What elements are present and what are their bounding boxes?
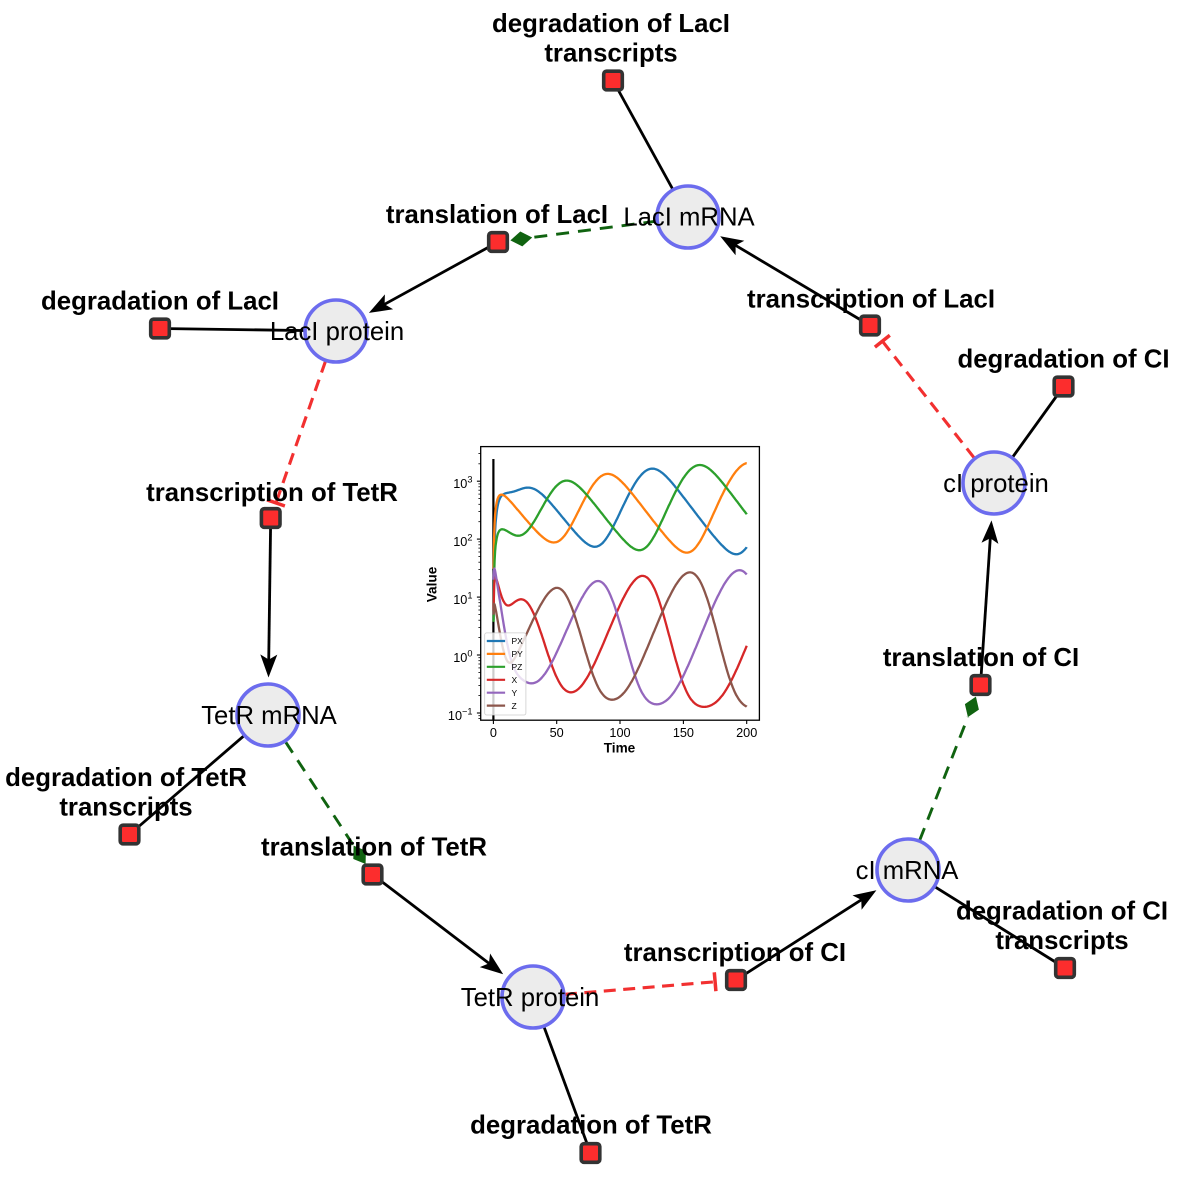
- svg-text:Z: Z: [512, 701, 517, 711]
- svg-text:PY: PY: [512, 649, 524, 659]
- svg-text:PZ: PZ: [512, 662, 523, 672]
- svg-text:cI mRNA: cI mRNA: [856, 857, 960, 885]
- svg-text:degradation of CI: degradation of CI: [956, 898, 1168, 926]
- svg-text:degradation of TetR: degradation of TetR: [470, 1112, 712, 1140]
- svg-text:TetR mRNA: TetR mRNA: [201, 702, 337, 730]
- svg-text:200: 200: [736, 726, 757, 740]
- svg-text:degradation of TetR: degradation of TetR: [5, 764, 247, 792]
- svg-text:transcripts: transcripts: [544, 40, 677, 68]
- svg-text:0: 0: [490, 726, 497, 740]
- svg-text:transcripts: transcripts: [995, 927, 1128, 955]
- svg-text:degradation of LacI: degradation of LacI: [492, 10, 730, 38]
- svg-text:LacI protein: LacI protein: [270, 318, 404, 346]
- svg-text:Time: Time: [604, 741, 636, 756]
- svg-text:degradation of CI: degradation of CI: [957, 346, 1169, 374]
- svg-text:cI protein: cI protein: [943, 470, 1049, 498]
- svg-text:TetR protein: TetR protein: [461, 984, 600, 1012]
- svg-text:Value: Value: [425, 566, 440, 602]
- svg-text:PX: PX: [512, 636, 524, 646]
- svg-text:translation of LacI: translation of LacI: [386, 201, 608, 229]
- svg-text:transcription of TetR: transcription of TetR: [146, 479, 398, 507]
- svg-text:transcripts: transcripts: [59, 794, 192, 822]
- svg-text:X: X: [512, 675, 518, 685]
- svg-text:Y: Y: [512, 688, 518, 698]
- svg-text:50: 50: [550, 726, 564, 740]
- svg-text:translation of CI: translation of CI: [883, 644, 1079, 672]
- svg-text:degradation of LacI: degradation of LacI: [41, 288, 279, 316]
- svg-text:transcription of LacI: transcription of LacI: [747, 286, 995, 314]
- svg-text:LacI mRNA: LacI mRNA: [623, 204, 755, 232]
- svg-text:translation of TetR: translation of TetR: [261, 834, 487, 862]
- svg-text:100: 100: [609, 726, 630, 740]
- svg-text:150: 150: [673, 726, 694, 740]
- svg-text:transcription of CI: transcription of CI: [624, 939, 846, 967]
